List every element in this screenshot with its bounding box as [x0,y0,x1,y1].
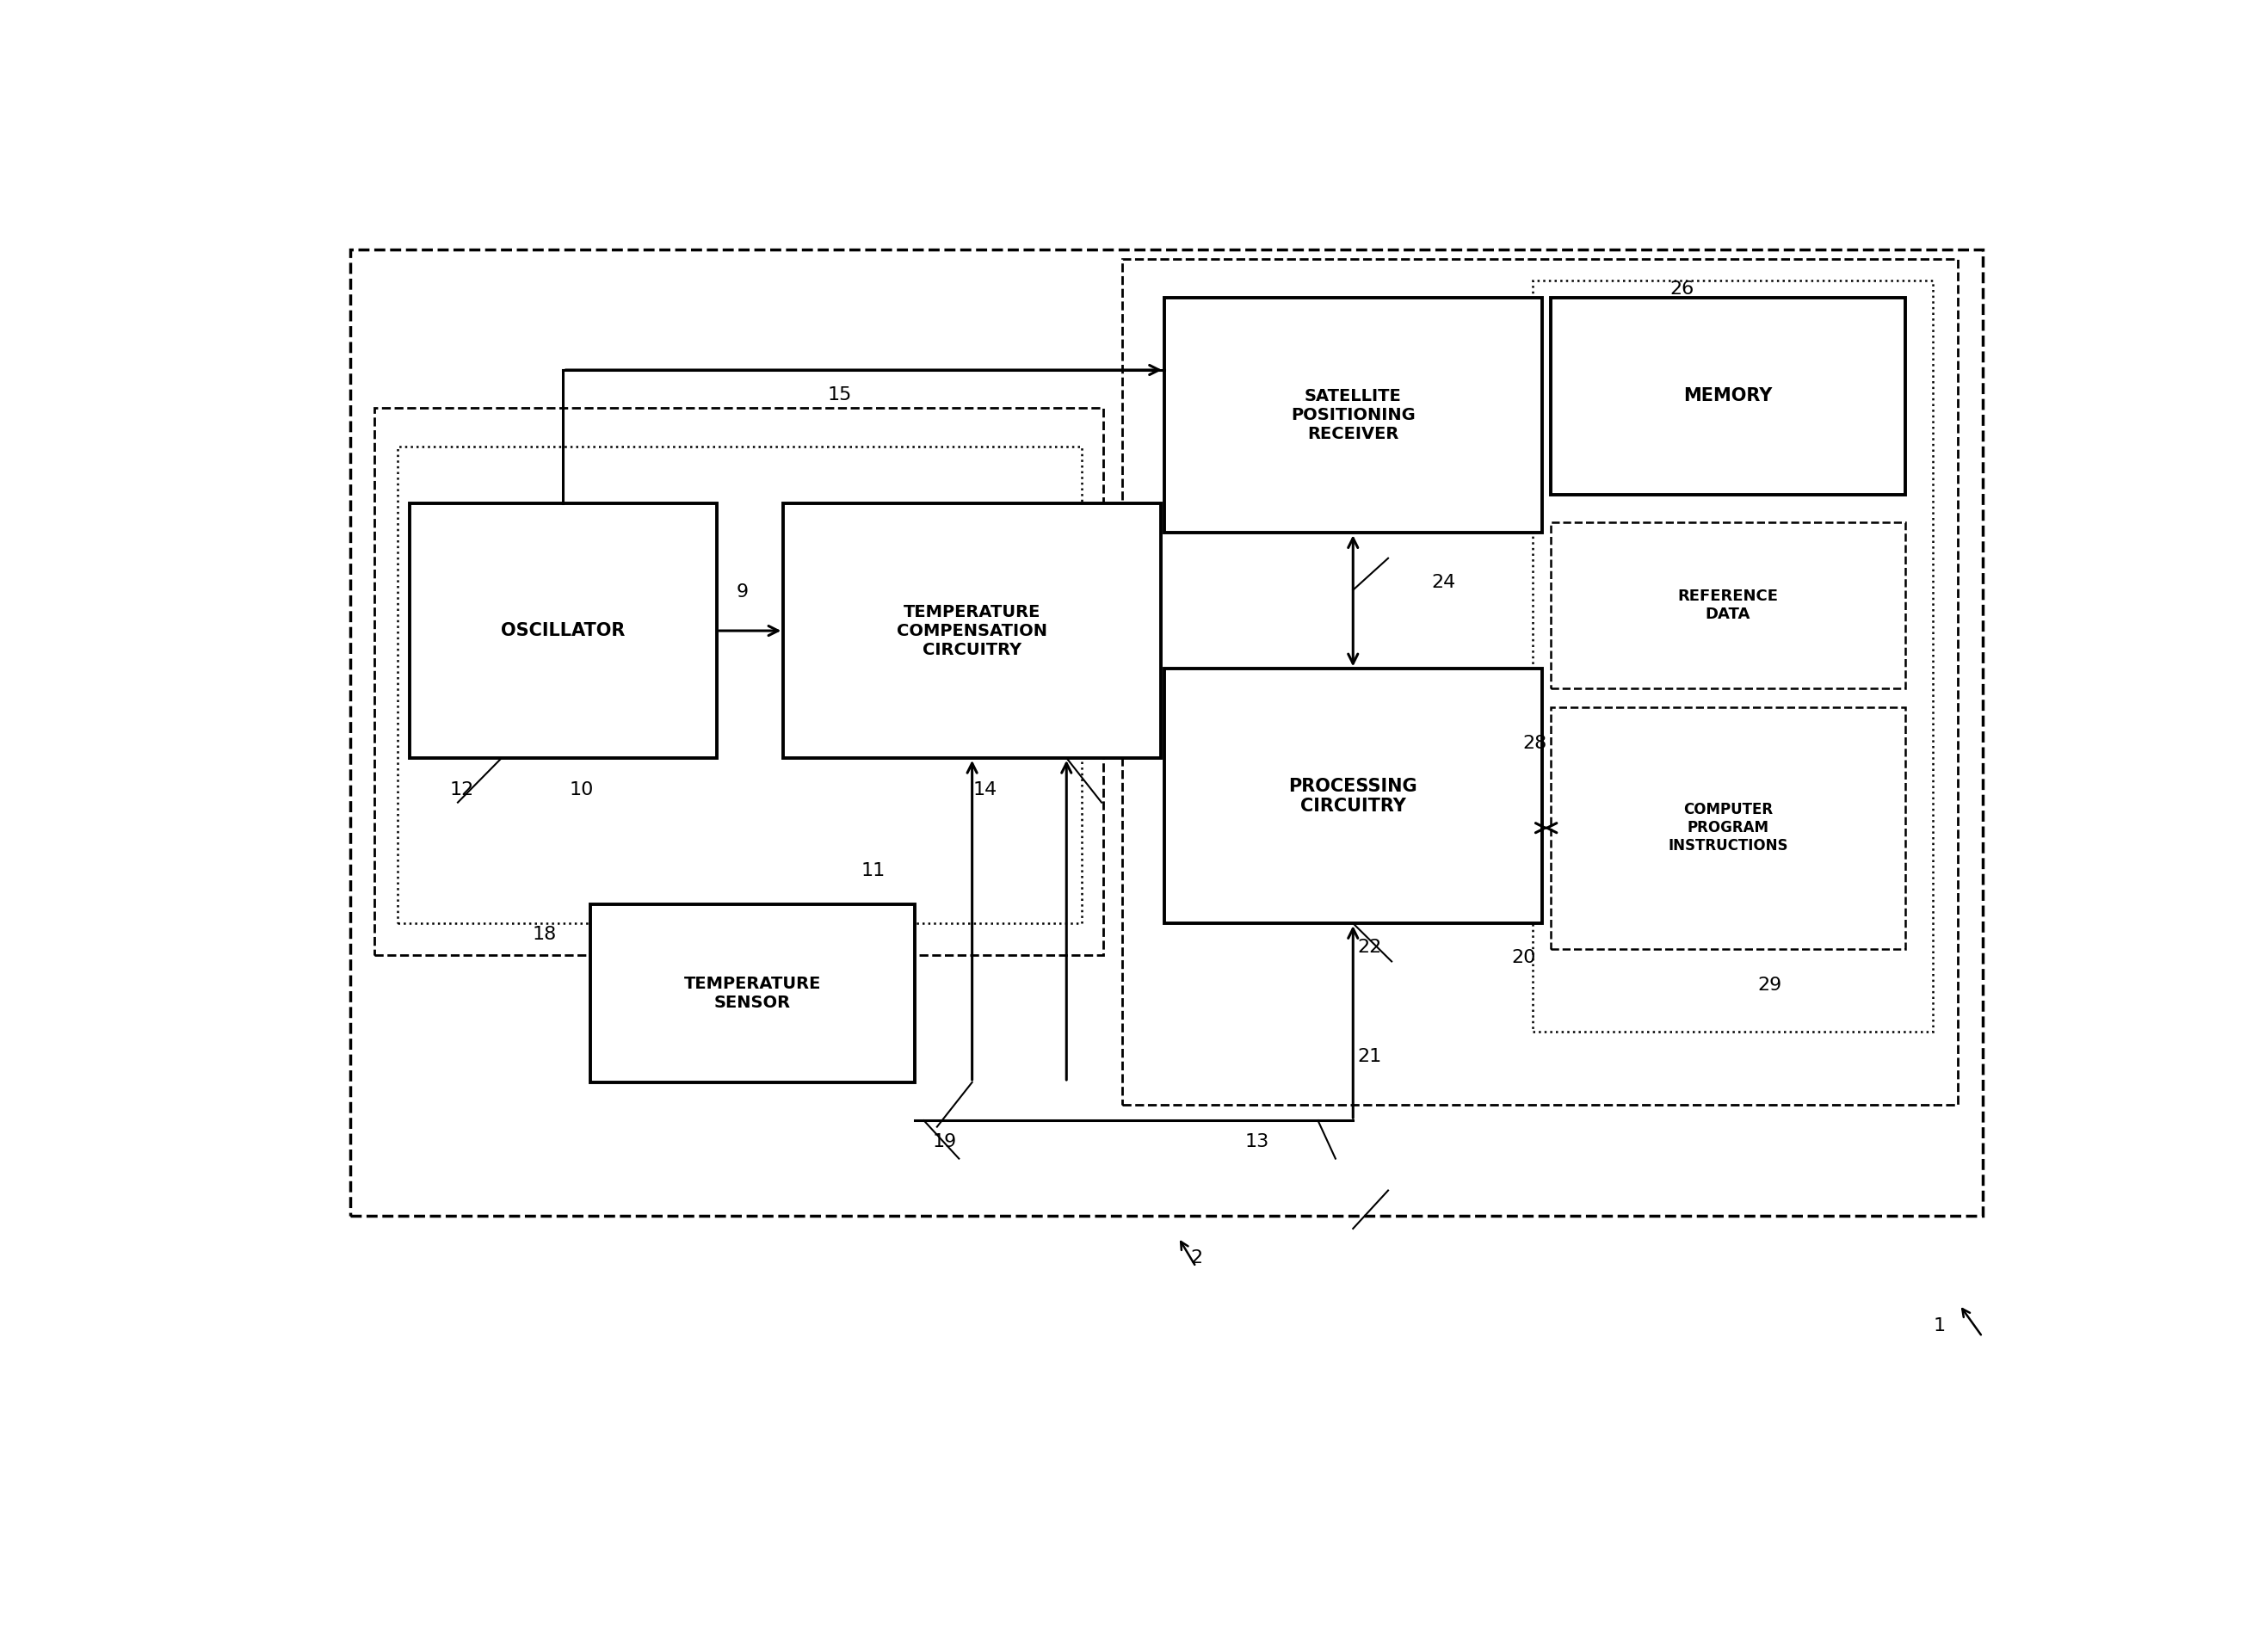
Bar [1533,281,1934,1031]
Text: 12: 12 [451,781,473,798]
Bar [349,249,1982,1216]
Text: TEMPERATURE
COMPENSATION
CIRCUITRY: TEMPERATURE COMPENSATION CIRCUITRY [897,603,1046,657]
Text: 29: 29 [1758,976,1783,995]
Text: 13: 13 [1246,1133,1268,1150]
Bar [1552,522,1905,687]
Text: 2: 2 [1191,1249,1203,1265]
Text: 9: 9 [736,583,747,601]
Text: 24: 24 [1431,573,1456,591]
Text: 28: 28 [1522,735,1547,752]
Text: 18: 18 [532,925,557,943]
Text: SATELLITE
POSITIONING
RECEIVER: SATELLITE POSITIONING RECEIVER [1291,388,1416,443]
Bar [591,904,915,1082]
Bar [1164,669,1542,923]
Text: TEMPERATURE
SENSOR: TEMPERATURE SENSOR [684,976,822,1011]
Bar [1552,297,1905,494]
Text: MEMORY: MEMORY [1683,388,1771,405]
Bar [396,446,1083,923]
Bar [784,504,1162,758]
Text: OSCILLATOR: OSCILLATOR [501,623,625,639]
Bar [1164,297,1542,534]
Bar [1552,707,1905,948]
Text: 22: 22 [1357,938,1382,957]
Text: 14: 14 [974,781,997,798]
Text: 1: 1 [1934,1318,1946,1335]
Text: 11: 11 [861,862,886,879]
Text: 20: 20 [1513,948,1536,966]
Text: PROCESSING
CIRCUITRY: PROCESSING CIRCUITRY [1289,778,1418,814]
Text: REFERENCE
DATA: REFERENCE DATA [1678,588,1778,623]
Bar [410,504,716,758]
Text: COMPUTER
PROGRAM
INSTRUCTIONS: COMPUTER PROGRAM INSTRUCTIONS [1667,803,1787,854]
Text: 10: 10 [569,781,593,798]
Bar [374,408,1103,955]
Text: 15: 15 [827,387,852,403]
Text: 21: 21 [1357,1047,1382,1066]
Text: 19: 19 [933,1133,956,1150]
Bar [1121,259,1957,1105]
Text: 26: 26 [1669,281,1694,297]
